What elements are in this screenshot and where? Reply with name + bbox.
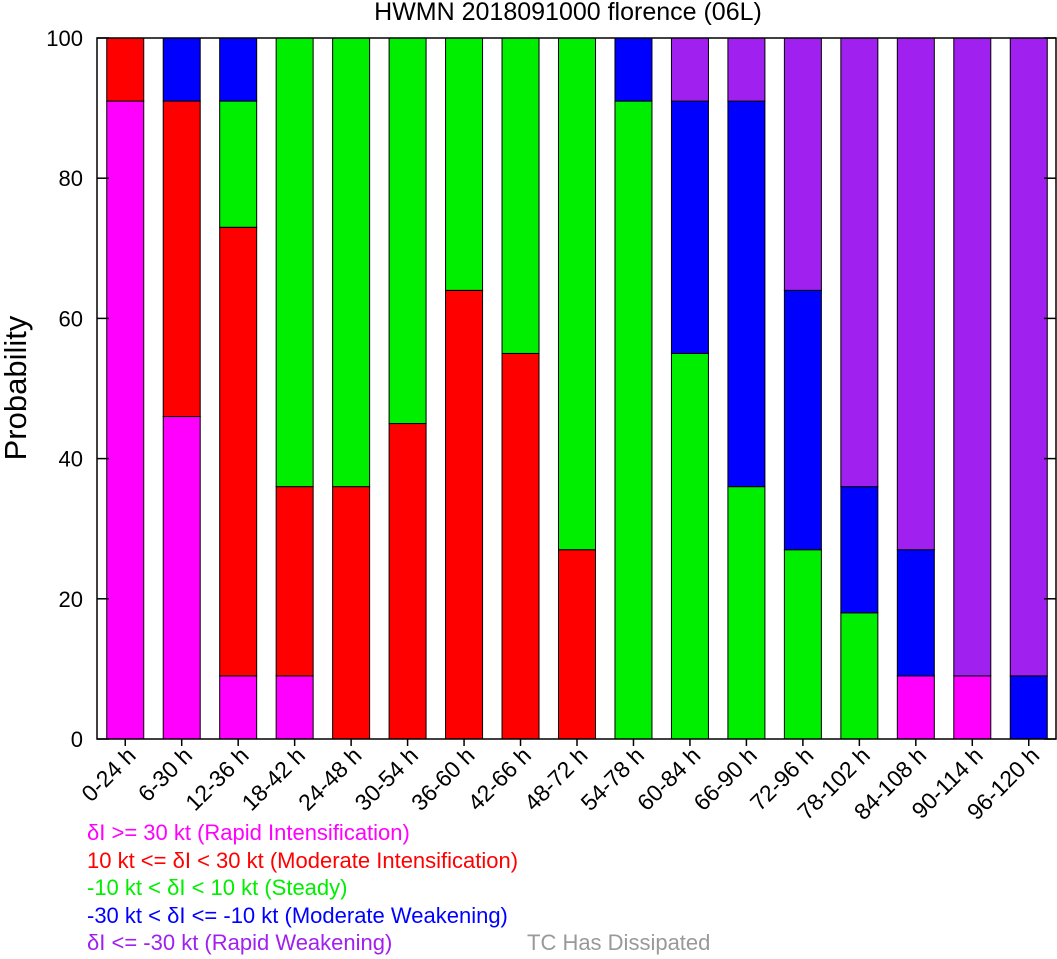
bar-segment-moderate-intensification <box>332 486 371 740</box>
legend-item-rapid-intensification: δI >= 30 kt (Rapid Intensification) <box>87 820 410 845</box>
legend-item-dissipated: TC Has Dissipated <box>527 930 711 955</box>
bar-segment-steady <box>783 549 822 740</box>
bar-segment-moderate-intensification <box>219 226 258 677</box>
x-tick-label: 0-24 h <box>76 742 141 807</box>
bar-segment-steady <box>332 37 371 488</box>
bar-segment-moderate-intensification <box>275 486 314 677</box>
bar-segment-steady <box>219 100 258 228</box>
bar-segment-moderate-weakening <box>162 37 201 102</box>
bar-segment-rapid-weakening <box>670 37 709 102</box>
bar-segment-rapid-weakening <box>896 37 935 551</box>
y-axis-label: Probability <box>0 315 33 460</box>
bar-segment-moderate-weakening <box>783 289 822 551</box>
bar-segment-rapid-weakening <box>840 37 879 488</box>
bar-segment-rapid-weakening <box>953 37 992 677</box>
bar-segment-rapid-intensification <box>896 675 935 740</box>
y-tick-label: 40 <box>59 447 83 472</box>
bar-segment-moderate-weakening <box>670 100 709 354</box>
bar-segment-moderate-intensification <box>445 289 484 740</box>
bar-segment-moderate-weakening <box>219 37 258 102</box>
bar-segment-rapid-weakening <box>727 37 766 102</box>
y-tick-label: 100 <box>46 26 83 51</box>
bar-segment-steady <box>840 612 879 740</box>
legend-item-moderate-weakening: -30 kt < δI <= -10 kt (Moderate Weakenin… <box>87 902 508 928</box>
bar-segment-steady <box>275 37 314 488</box>
bar-segment-moderate-weakening <box>727 100 766 488</box>
bar-segment-rapid-intensification <box>953 675 992 740</box>
bars-layer <box>106 37 1048 740</box>
bar-segment-steady <box>727 486 766 740</box>
bar-segment-rapid-weakening <box>783 37 822 291</box>
bar-segment-rapid-weakening <box>1009 37 1048 677</box>
bar-segment-moderate-intensification <box>501 352 540 740</box>
y-tick-label: 20 <box>59 587 83 612</box>
legend: δI >= 30 kt (Rapid Intensification) 10 k… <box>87 819 518 957</box>
bar-segment-rapid-intensification <box>162 416 201 740</box>
bar-segment-steady <box>558 37 596 551</box>
bar-segment-steady <box>501 37 540 354</box>
bar-segment-moderate-weakening <box>840 486 879 614</box>
legend-item-moderate-intensification: 10 kt <= δI < 30 kt (Moderate Intensific… <box>87 847 519 873</box>
bar-segment-moderate-intensification <box>162 100 201 418</box>
bar-segment-moderate-intensification <box>558 549 596 740</box>
legend-item-rapid-weakening: δI <= -30 kt (Rapid Weakening) <box>87 930 393 955</box>
bar-segment-steady <box>670 352 709 740</box>
legend-item-steady: -10 kt < δI < 10 kt (Steady) <box>87 875 348 900</box>
bar-segment-moderate-weakening <box>1009 675 1048 740</box>
bar-segment-rapid-intensification <box>275 675 314 740</box>
bar-segment-steady <box>614 100 653 740</box>
bar-segment-steady <box>445 37 484 291</box>
bar-segment-moderate-intensification <box>388 423 427 740</box>
bar-segment-rapid-intensification <box>106 100 145 740</box>
bar-segment-moderate-weakening <box>614 37 653 102</box>
y-tick-label: 0 <box>71 727 83 752</box>
bar-segment-steady <box>388 37 427 425</box>
bar-segment-moderate-weakening <box>896 549 935 677</box>
chart-title: HWMN 2018091000 florence (06L) <box>374 0 762 26</box>
y-tick-label: 60 <box>59 306 83 331</box>
bar-segment-moderate-intensification <box>106 37 145 102</box>
bar-segment-rapid-intensification <box>219 675 258 740</box>
y-tick-label: 80 <box>59 166 83 191</box>
